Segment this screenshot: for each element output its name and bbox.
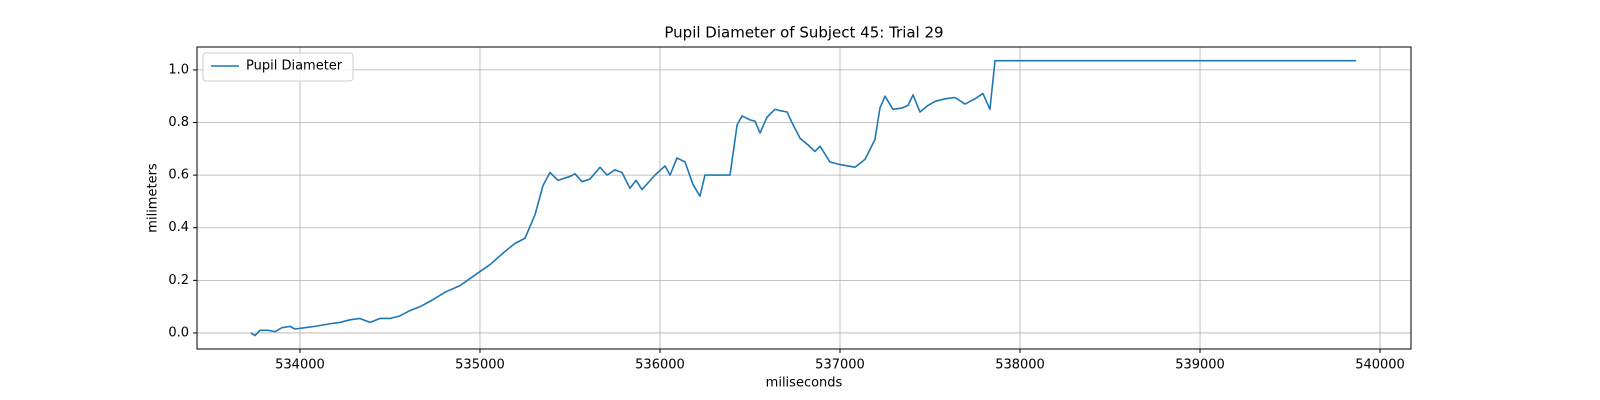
- data-line: [250, 59, 1357, 337]
- x-axis-label: miliseconds: [766, 376, 843, 391]
- y-tick-label: 0.8: [168, 115, 189, 130]
- x-tick-label: 537000: [815, 358, 865, 373]
- x-tick-label: 540000: [1355, 358, 1405, 373]
- x-tick-label: 538000: [995, 358, 1045, 373]
- y-axis-label: milimeters: [146, 163, 161, 233]
- legend-box: [202, 52, 354, 82]
- x-tick-label: 535000: [455, 358, 505, 373]
- y-tick-label: 1.0: [168, 62, 189, 77]
- y-tick-label: 0.0: [168, 325, 189, 340]
- chart-title: Pupil Diameter of Subject 45: Trial 29: [664, 24, 943, 42]
- plot-frame: [196, 46, 1412, 350]
- x-tick-label: 536000: [635, 358, 685, 373]
- y-tick-label: 0.6: [168, 168, 189, 183]
- x-tick-label: 539000: [1175, 358, 1225, 373]
- x-tick-label: 534000: [275, 358, 325, 373]
- y-tick-label: 0.2: [168, 273, 189, 288]
- legend-label: Pupil Diameter: [246, 59, 343, 74]
- y-tick-label: 0.4: [168, 220, 189, 235]
